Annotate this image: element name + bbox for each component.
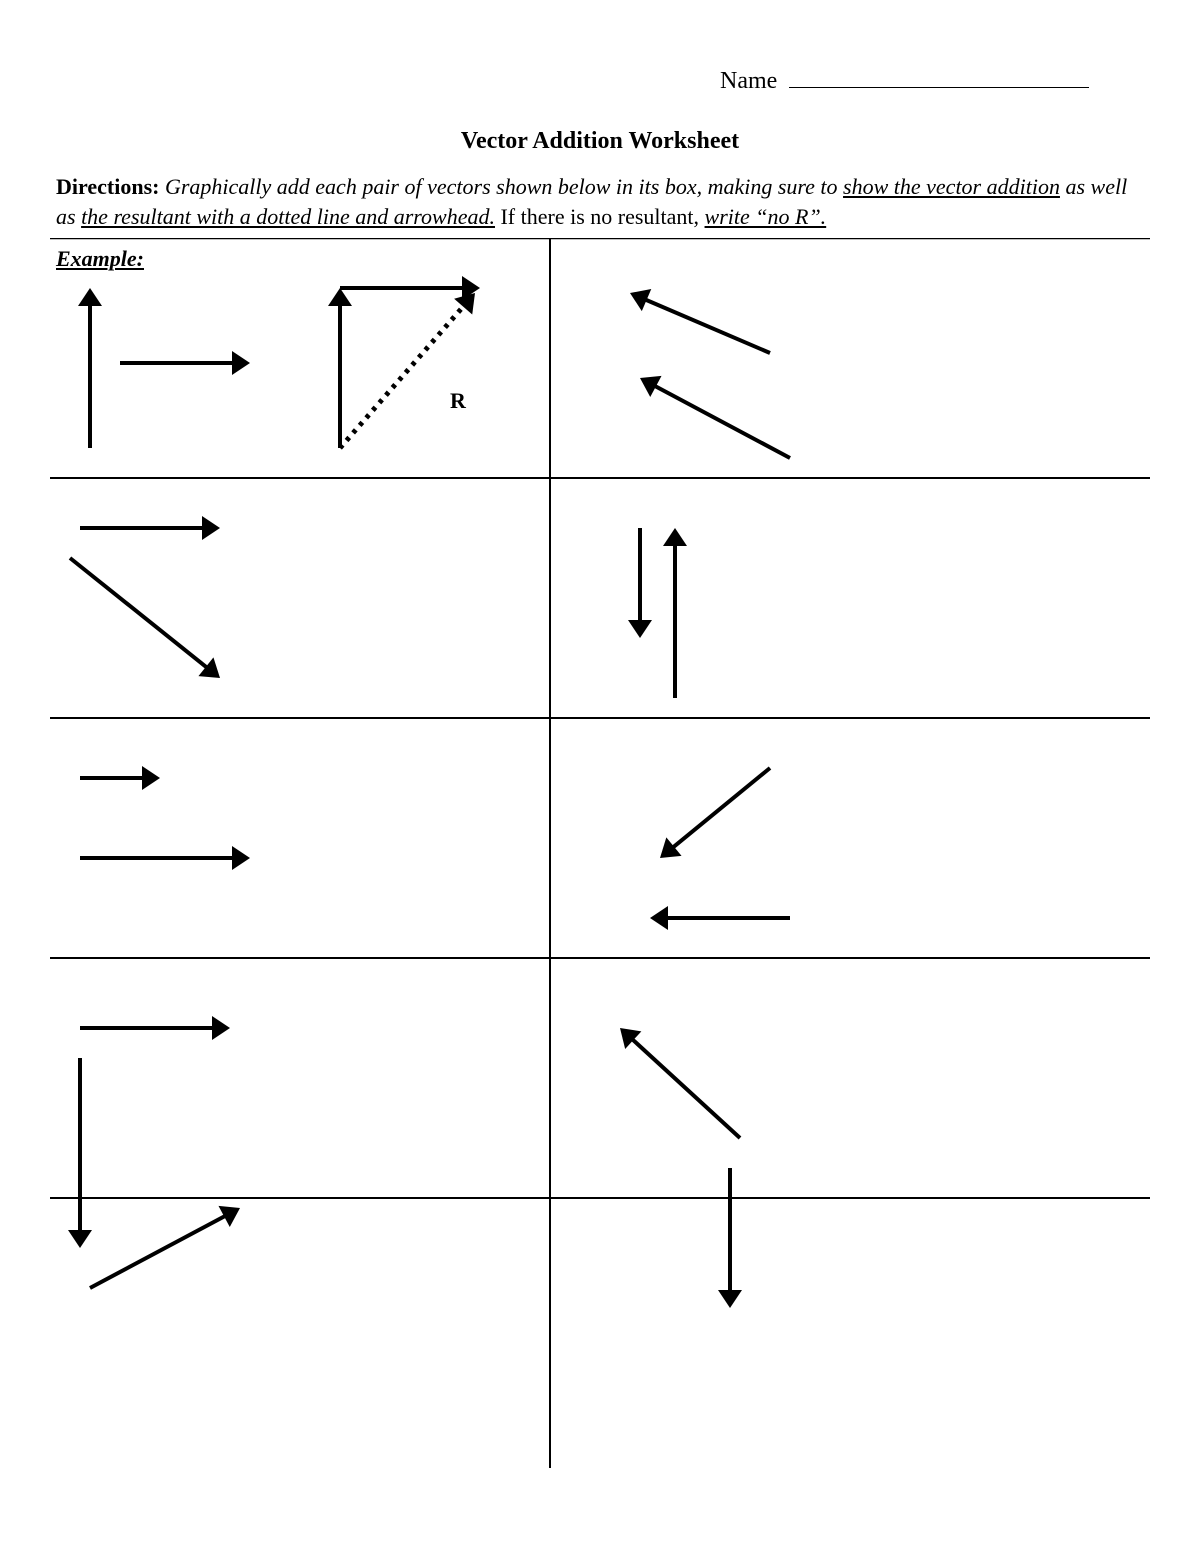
directions-text: Directions: Graphically add each pair of…	[56, 172, 1144, 231]
name-blank[interactable]	[789, 87, 1089, 88]
worksheet-title: Vector Addition Worksheet	[0, 128, 1200, 155]
directions-lead: Directions:	[56, 174, 159, 199]
worksheet-page: Name Vector Addition Worksheet Direction…	[0, 0, 1200, 1553]
name-label: Name	[720, 68, 777, 94]
resultant-label: R	[450, 388, 466, 414]
vector-grid	[50, 238, 1150, 1518]
vector-arrows	[68, 276, 790, 1308]
name-field: Name	[720, 68, 1089, 95]
grid-lines	[50, 238, 1150, 1468]
